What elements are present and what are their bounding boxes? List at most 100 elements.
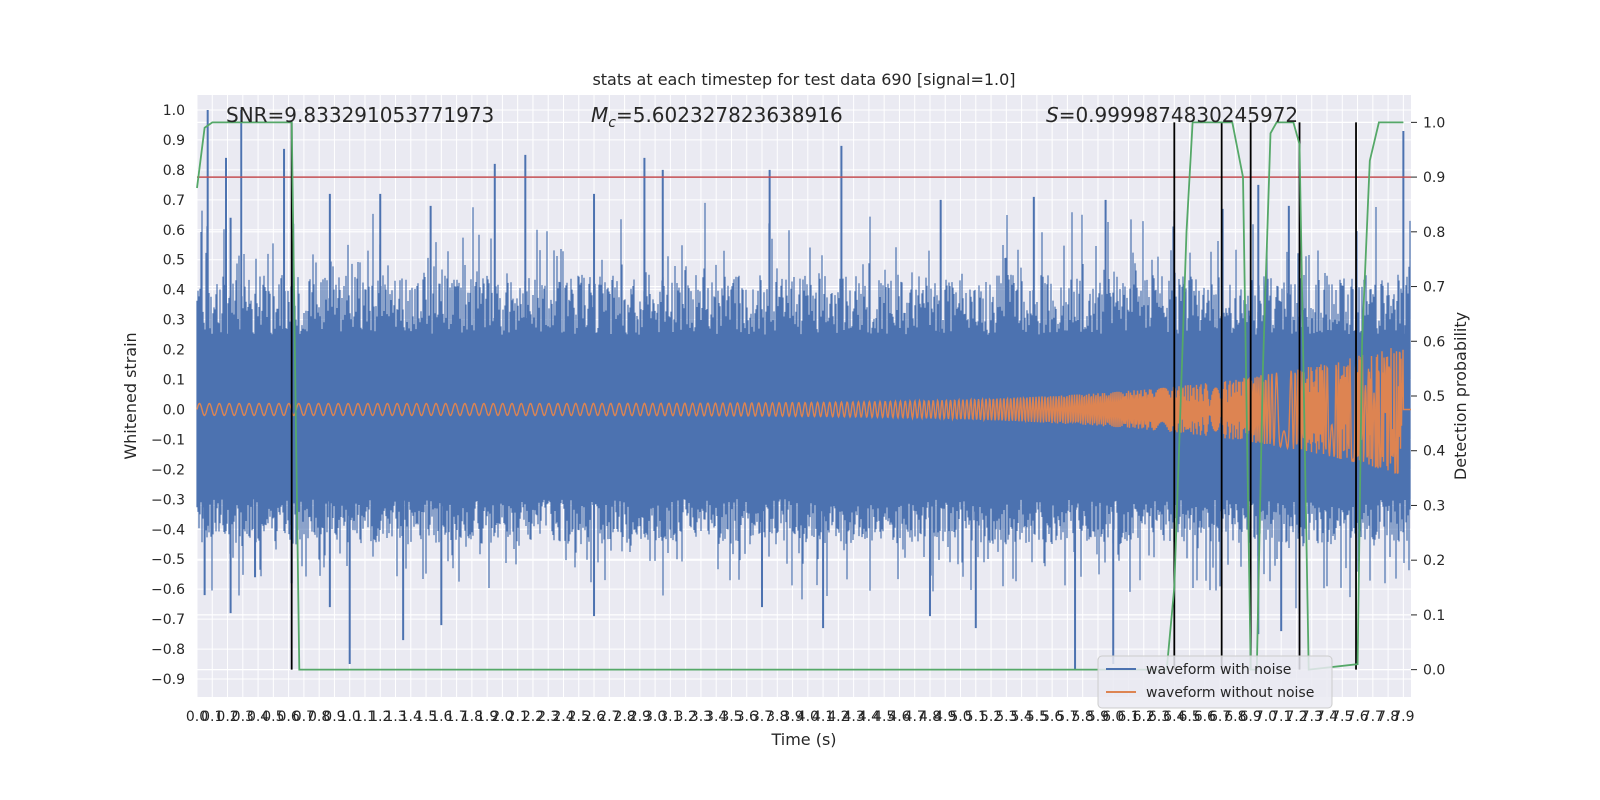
x-tick-label: 6.5 — [1178, 709, 1200, 725]
snr-annotation: SNR=9.833291053771973 — [226, 103, 494, 127]
y-tick-label: −0.3 — [151, 492, 185, 508]
x-tick-label: 1.5 — [415, 709, 437, 725]
y-tick-label: 0.4 — [163, 283, 185, 299]
x-tick-label: 0.4 — [247, 709, 269, 725]
y-tick-labels: −0.9 −0.8 −0.7 −0.6 −0.5 −0.4 −0.3 −0.2 −0.1 0.0 0… — [151, 103, 185, 688]
x-tick-label: 3.4 — [705, 709, 727, 725]
x-tick-label: 7.8 — [1377, 709, 1399, 725]
x-tick-label: 7.9 — [1392, 709, 1414, 725]
x-tick-label: 3.0 — [644, 709, 666, 725]
y-tick-label: −0.5 — [151, 552, 185, 568]
x-tick-label: 3.1 — [659, 709, 681, 725]
x-tick-label: 5.5 — [1026, 709, 1048, 725]
x-tick-label: 6.4 — [1163, 709, 1185, 725]
x-tick-label: 6.1 — [1117, 709, 1139, 725]
x-tick-label: 3.8 — [766, 709, 788, 725]
waveform-without-noise-series — [196, 348, 1411, 474]
x-tick-label: 1.3 — [384, 709, 406, 725]
x-tick-label: 4.0 — [797, 709, 819, 725]
y2-tick-label: 1.0 — [1423, 115, 1445, 131]
chart-title: stats at each timestep for test data 690… — [592, 70, 1015, 89]
x-tick-label: 5.0 — [949, 709, 971, 725]
x-tick-label: 0.3 — [232, 709, 254, 725]
x-tick-label: 7.7 — [1362, 709, 1384, 725]
x-tick-label: 7.4 — [1316, 709, 1338, 725]
x-tick-label: 4.5 — [873, 709, 895, 725]
x-tick-label: 3.7 — [751, 709, 773, 725]
x-tick-label: 1.1 — [354, 709, 376, 725]
y-tick-label: −0.8 — [151, 642, 185, 658]
y-tick-label: 0.7 — [163, 193, 185, 209]
score-annotation: S=0.9999874830245972 — [1046, 103, 1298, 127]
x-tick-label: 7.3 — [1301, 709, 1323, 725]
x-tick-label: 7.5 — [1331, 709, 1353, 725]
clean-waveform-line — [196, 348, 1411, 474]
x-tick-label: 4.3 — [842, 709, 864, 725]
legend-label-clean: waveform without noise — [1146, 685, 1314, 701]
x-tick-label: 2.6 — [583, 709, 605, 725]
s-symbol: S — [1046, 103, 1059, 127]
y-tick-label: −0.9 — [151, 672, 185, 688]
y-tick-label: 0.2 — [163, 343, 185, 359]
x-tick-label: 1.8 — [461, 709, 483, 725]
x-tick-label: 3.9 — [781, 709, 803, 725]
x-tick-label: 2.7 — [598, 709, 620, 725]
y-tick-label: 0.6 — [163, 223, 185, 239]
x-tick-label: 5.7 — [1056, 709, 1078, 725]
mc-subscript: c — [608, 115, 616, 131]
y2-tick-label: 0.0 — [1423, 663, 1445, 679]
y2-tick-label: 0.5 — [1423, 389, 1445, 405]
mc-value: =5.602327823638916 — [616, 103, 843, 127]
y2-tick-label: 0.8 — [1423, 225, 1445, 241]
x-tick-label: 6.6 — [1194, 709, 1216, 725]
x-tick-label: 4.4 — [858, 709, 880, 725]
x-tick-label: 5.9 — [1087, 709, 1109, 725]
x-tick-label: 7.6 — [1346, 709, 1368, 725]
y2-tick-label: 0.2 — [1423, 553, 1445, 569]
x-tick-label: 2.8 — [613, 709, 635, 725]
y-tick-label: 0.3 — [163, 313, 185, 329]
x-tick-label: 3.2 — [675, 709, 697, 725]
x-tick-label: 2.4 — [552, 709, 574, 725]
x-tick-label: 4.8 — [919, 709, 941, 725]
x-tick-label: 0.8 — [308, 709, 330, 725]
x-tick-label: 2.1 — [507, 709, 529, 725]
x-tick-label: 4.1 — [812, 709, 834, 725]
x-tick-label: 5.4 — [1010, 709, 1032, 725]
detection-markers — [290, 122, 1357, 670]
x-tick-label: 4.9 — [934, 709, 956, 725]
y-tick-label: −0.4 — [151, 522, 185, 538]
y-tick-label: −0.7 — [151, 612, 185, 628]
y2-tick-label: 0.1 — [1423, 608, 1445, 624]
x-tick-label: 0.6 — [277, 709, 299, 725]
x-tick-label: 5.3 — [995, 709, 1017, 725]
x-tick-label: 6.9 — [1240, 709, 1262, 725]
x-tick-label: 6.0 — [1102, 709, 1124, 725]
x-tick-label: 4.7 — [904, 709, 926, 725]
x-tick-label: 6.2 — [1133, 709, 1155, 725]
x-tick-label: 0.1 — [201, 709, 223, 725]
s-value: =0.9999874830245972 — [1059, 103, 1298, 127]
y-tick-label: −0.1 — [151, 432, 185, 448]
x-tick-label: 1.2 — [369, 709, 391, 725]
x-tick-label: 2.0 — [491, 709, 513, 725]
x-axis-label: Time (s) — [770, 730, 836, 749]
x-tick-labels: 0.00.10.20.30.40.50.60.70.80.91.01.11.21… — [186, 709, 1415, 725]
x-tick-label: 1.9 — [476, 709, 498, 725]
y2-axis-label: Detection probability — [1451, 312, 1470, 480]
y2-tick-label: 0.9 — [1423, 170, 1445, 186]
legend-box — [1097, 655, 1333, 709]
x-tick-label: 1.6 — [430, 709, 452, 725]
x-tick-label: 7.2 — [1285, 709, 1307, 725]
y-tick-label: 0.1 — [163, 373, 185, 389]
legend-label-noise: waveform with noise — [1146, 662, 1291, 678]
x-tick-label: 0.0 — [186, 709, 208, 725]
x-tick-label: 1.4 — [400, 709, 422, 725]
x-tick-label: 5.2 — [980, 709, 1002, 725]
x-tick-label: 1.0 — [339, 709, 361, 725]
x-tick-label: 0.7 — [293, 709, 315, 725]
x-tick-label: 0.9 — [323, 709, 345, 725]
y-tick-label: 1.0 — [163, 103, 185, 119]
x-tick-label: 6.7 — [1209, 709, 1231, 725]
legend: waveform with noise waveform without noi… — [1097, 655, 1333, 709]
